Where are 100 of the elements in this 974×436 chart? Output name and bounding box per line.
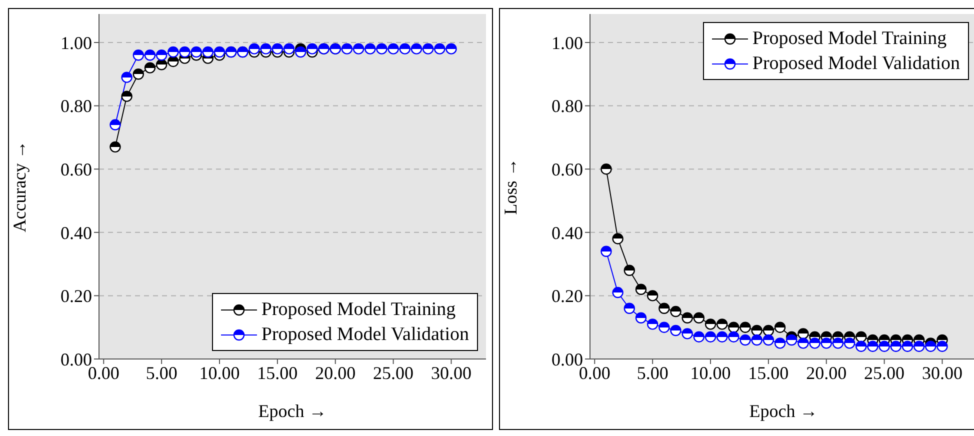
point [682,328,693,340]
point [820,338,832,349]
point [832,338,844,349]
point [422,43,434,54]
y-tick-label: 0.20 [552,286,583,306]
point [248,43,260,54]
point [936,340,948,352]
point [740,334,751,346]
point [121,90,132,102]
legend-label: Proposed Model Training [752,27,947,51]
point [740,322,751,333]
point [110,141,121,153]
point [809,338,820,349]
x-tick-label: 5.00 [636,362,668,383]
point [751,334,762,346]
point [121,72,132,83]
y-tick-label: 1.00 [552,32,583,53]
point [704,318,716,330]
point [925,340,936,352]
x-tick-label: 15.00 [257,362,298,383]
point [364,43,376,54]
point [913,340,925,352]
point [434,43,446,54]
x-axis-title: Epoch → [258,401,327,421]
point [179,46,190,58]
point [624,302,635,314]
x-tick-label: 30.00 [430,362,472,383]
legend-label: Proposed Model Training [261,298,456,322]
x-tick-label: 20.00 [315,362,356,383]
point [214,46,226,58]
point [190,46,202,58]
point [283,43,295,54]
point [658,322,670,333]
point [890,340,902,352]
point [306,43,318,54]
point [260,43,272,54]
point [635,312,647,324]
point [600,246,612,257]
point [762,324,774,336]
y-axis-title: Accuracy → [9,140,30,232]
point [202,46,214,58]
point [144,50,156,61]
point [272,43,284,54]
point [110,119,121,130]
x-tick-label: 20.00 [806,362,847,383]
point [295,46,306,58]
point [704,331,716,342]
x-tick-label: 10.00 [199,362,240,383]
point [856,340,867,352]
point [646,318,658,330]
y-tick-label: 0.20 [60,286,92,306]
point [168,46,179,58]
point [867,340,878,352]
point [716,331,728,342]
point [728,331,740,342]
y-tick-label: 0.60 [60,159,92,180]
point [856,331,867,342]
point [798,328,809,340]
point [168,56,179,68]
point [132,68,144,80]
point [635,284,647,295]
point [693,312,705,324]
point [774,322,786,333]
y-tick-label: 0.60 [552,159,583,180]
point [786,334,798,346]
point [670,306,682,318]
point [376,43,388,54]
point [878,340,890,352]
point [410,43,422,54]
y-tick-label: 0.40 [60,222,92,243]
point [446,43,457,54]
point [612,233,624,244]
y-tick-label: 0.40 [552,222,583,243]
point [646,290,658,302]
point [902,340,914,352]
point [341,43,353,54]
point [751,324,762,336]
x-tick-label: 5.00 [146,362,178,383]
point [716,318,728,330]
point [658,302,670,314]
point [693,331,705,342]
point [774,338,786,349]
point [388,43,399,54]
x-axis-title: Epoch → [749,401,818,421]
y-axis-title: Loss → [500,158,520,215]
point [612,286,624,298]
y-tick-label: 1.00 [60,32,92,53]
point [670,324,682,336]
x-tick-label: 30.00 [922,362,962,383]
point [156,50,168,61]
x-tick-label: 15.00 [748,362,789,383]
point [844,338,856,349]
point [352,43,364,54]
point [600,163,612,175]
y-tick-label: 0.80 [60,96,92,116]
point [798,338,809,349]
x-tick-label: 25.00 [864,362,905,383]
y-tick-label: 0.80 [552,96,583,116]
point [624,264,635,276]
legend-label: Proposed Model Validation [752,52,960,76]
